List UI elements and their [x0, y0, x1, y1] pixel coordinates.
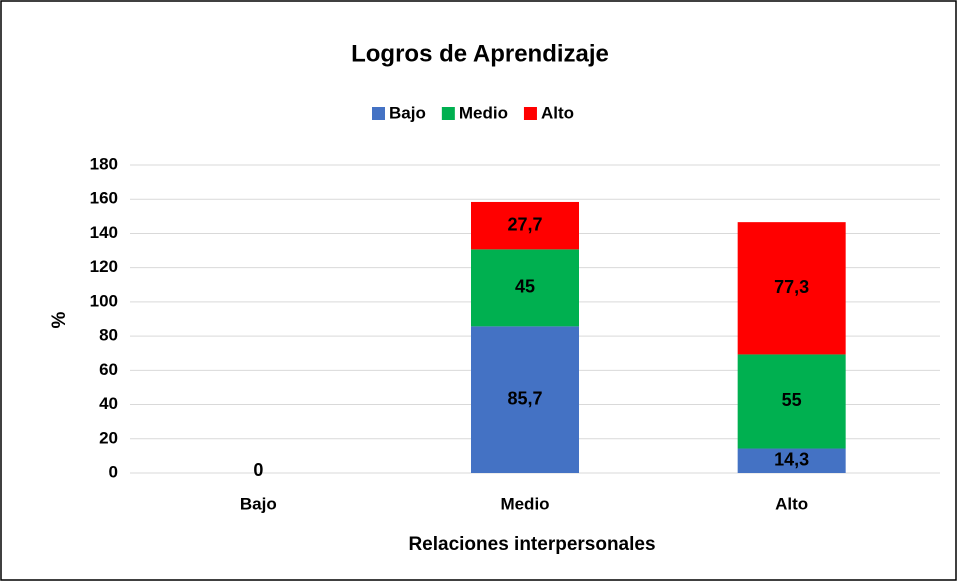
x-tick-label: Bajo	[240, 494, 277, 513]
data-label: 45	[515, 277, 535, 297]
y-tick-label: 80	[99, 326, 118, 345]
y-tick-label: 180	[90, 154, 118, 173]
x-tick-label: Alto	[775, 494, 808, 513]
bar-segment	[737, 222, 846, 355]
y-tick-label: 60	[99, 360, 118, 379]
legend-swatch	[441, 107, 455, 120]
bar-segment	[471, 201, 579, 250]
data-label: 0	[253, 460, 263, 480]
bar-segment	[737, 448, 846, 473]
x-axis-title: Relaciones interpersonales	[408, 534, 655, 555]
y-tick-label: 40	[99, 394, 118, 413]
data-label: 14,3	[774, 450, 809, 470]
legend-label: Alto	[541, 103, 574, 122]
y-tick-label: 140	[90, 223, 118, 242]
data-label: 27,7	[507, 214, 542, 234]
x-tick-label: Medio	[500, 494, 549, 513]
chart-title: Logros de Aprendizaje	[351, 40, 609, 67]
bar-segment	[471, 326, 579, 473]
y-tick-label: 20	[99, 428, 118, 447]
y-tick-label: 100	[90, 291, 118, 310]
legend-swatch	[372, 107, 385, 120]
y-tick-label: 0	[109, 462, 118, 481]
legend-label: Medio	[459, 103, 508, 122]
legend-label: Bajo	[389, 103, 426, 122]
bar-segment	[471, 249, 579, 327]
data-label: 55	[782, 390, 802, 410]
data-label: 85,7	[507, 388, 542, 408]
y-axis-title: %	[49, 311, 70, 328]
y-tick-label: 120	[90, 257, 118, 276]
legend-swatch	[523, 107, 537, 120]
bar-segment	[737, 354, 846, 449]
y-tick-label: 160	[90, 189, 118, 208]
data-label: 77,3	[774, 277, 809, 297]
